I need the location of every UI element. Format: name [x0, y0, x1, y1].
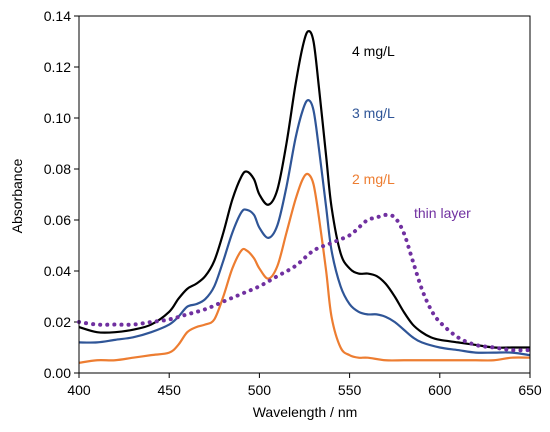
series-line-2	[78, 172, 531, 364]
y-tick-label: 0.14	[44, 8, 71, 24]
y-tick-label: 0.12	[44, 59, 71, 75]
series-line-3	[77, 212, 532, 353]
series-label-2mgl: 2 mg/L	[352, 171, 395, 187]
x-axis-ticks: 400 450 500 550 600 650	[67, 373, 542, 398]
y-tick-label: 0.04	[44, 263, 71, 279]
y-tick-label: 0.02	[44, 314, 71, 330]
series-label-4mgl: 4 mg/L	[352, 43, 395, 59]
y-tick-label: 0.10	[44, 110, 71, 126]
x-tick-label: 450	[158, 382, 182, 398]
series-line-1	[78, 99, 531, 357]
x-tick-label: 550	[338, 382, 362, 398]
series-label-3mgl: 3 mg/L	[352, 105, 395, 121]
x-tick-label: 500	[248, 382, 272, 398]
x-tick-label: 650	[518, 382, 542, 398]
y-axis-ticks: 0.00 0.02 0.04 0.06 0.08 0.10 0.12 0.14	[44, 8, 79, 381]
series-line-0	[78, 30, 530, 349]
y-tick-label: 0.08	[44, 161, 71, 177]
y-tick-label: 0.06	[44, 212, 71, 228]
x-tick-label: 400	[67, 382, 91, 398]
series-label-thin-layer: thin layer	[414, 205, 471, 221]
series-lines	[77, 30, 532, 364]
y-axis-title: Absorbance	[9, 158, 25, 233]
x-tick-label: 600	[428, 382, 452, 398]
x-axis-title: Wavelength / nm	[253, 404, 358, 420]
plot-frame	[78, 15, 531, 374]
y-tick-label: 0.00	[44, 365, 71, 381]
